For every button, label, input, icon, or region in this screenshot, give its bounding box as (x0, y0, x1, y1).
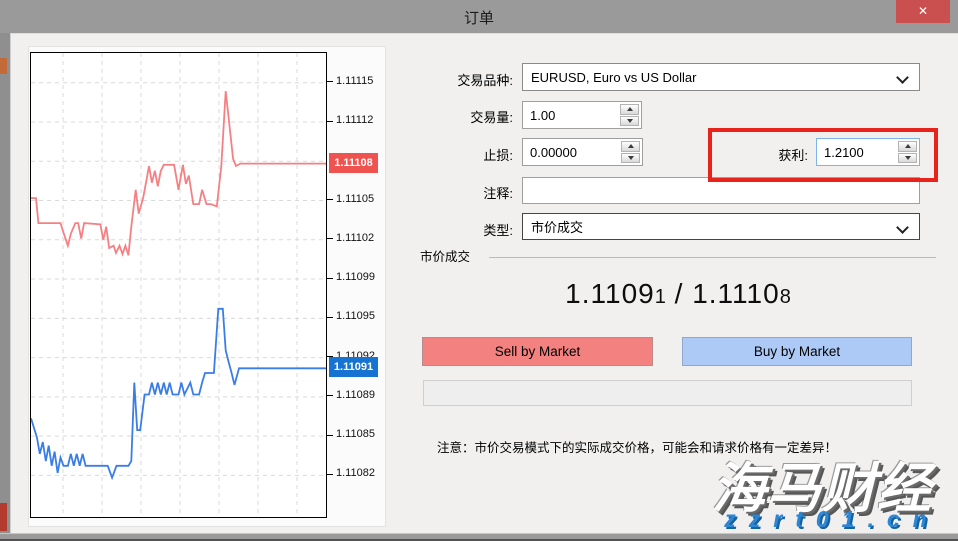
dialog-bottom-edge (0, 533, 958, 541)
comment-label: 注释: (483, 186, 513, 201)
y-axis-tickmark (327, 434, 333, 436)
bid-price-pip: 1 (654, 286, 666, 308)
spin-down-button[interactable] (621, 152, 640, 163)
volume-label: 交易量: (470, 110, 513, 125)
bid-price-main: 1.1109 (565, 278, 655, 309)
background-fragment (0, 503, 7, 531)
watermark-brand: 海马财经 (712, 459, 932, 519)
tick-chart-svg (31, 53, 326, 517)
spin-down-button[interactable] (898, 152, 917, 163)
type-select[interactable]: 市价成交 (522, 213, 920, 240)
spin-up-button[interactable] (621, 141, 640, 152)
bid-line (31, 307, 326, 481)
arrow-down-icon (904, 155, 911, 160)
stoploss-spinner (621, 141, 640, 163)
y-axis-tick-label: 1.11095 (336, 310, 375, 323)
close-button[interactable]: ✕ (896, 0, 950, 23)
y-axis-tickmark (327, 356, 333, 358)
volume-spinner (620, 104, 639, 126)
buy-by-market-button[interactable]: Buy by Market (682, 337, 912, 366)
ask-line (31, 91, 326, 257)
takeprofit-field (816, 138, 920, 166)
comment-input[interactable] (523, 178, 919, 203)
takeprofit-label: 获利: (778, 148, 808, 163)
title-bar: 订单 ✕ (0, 0, 958, 33)
chevron-down-icon (896, 71, 909, 84)
market-exec-note: 注意：市价交易模式下的实际成交价格，可能会和请求价格有一定差异！ (437, 441, 838, 455)
y-axis-tickmark (327, 277, 333, 279)
quote-separator: / (665, 278, 693, 309)
y-axis-tickmark (327, 395, 333, 397)
dialog-title: 订单 (463, 10, 494, 27)
spin-up-button[interactable] (620, 104, 639, 115)
type-value: 市价成交 (531, 220, 584, 235)
symbol-value: EURUSD, Euro vs US Dollar (531, 69, 697, 85)
y-axis-tick-label: 1.11112 (336, 114, 374, 126)
y-axis-tick-label: 1.11105 (336, 192, 375, 205)
tick-chart-plot (30, 52, 327, 518)
arrow-up-icon (626, 107, 633, 112)
arrow-down-icon (626, 118, 633, 123)
arrow-down-icon (627, 155, 634, 160)
ask-price-main: 1.1110 (692, 278, 780, 309)
y-axis-tickmark (327, 199, 333, 201)
y-axis-tick-label: 1.11115 (336, 74, 374, 87)
arrow-up-icon (627, 144, 634, 149)
arrow-up-icon (904, 144, 911, 149)
chevron-down-icon (896, 221, 909, 234)
y-axis-tick-label: 1.11099 (336, 271, 375, 284)
ask-price-tag: 1.11108 (329, 152, 378, 173)
y-axis-tick-label: 1.11089 (336, 388, 375, 401)
y-axis-tick-label: 1.11102 (336, 231, 375, 244)
y-axis-tickmark (327, 316, 333, 318)
y-axis-tickmark (327, 473, 333, 475)
group-divider (489, 257, 936, 258)
spin-down-button[interactable] (620, 115, 639, 126)
stoploss-field (522, 138, 643, 166)
takeprofit-spinner (898, 141, 917, 163)
background-fragment (0, 58, 7, 74)
spin-up-button[interactable] (898, 141, 917, 152)
symbol-select[interactable]: EURUSD, Euro vs US Dollar (522, 63, 920, 91)
symbol-label: 交易品种: (457, 73, 513, 88)
watermark-site-url: zzrt01.cn (724, 506, 940, 532)
price-axis: 1.11115 1.11112 1.11105 1.11102 1.11099 1.110… (327, 52, 386, 518)
ask-price-pip: 8 (779, 286, 791, 308)
comment-field (522, 177, 920, 204)
volume-field (522, 101, 642, 129)
y-axis-tick-label: 1.11082 (336, 467, 375, 480)
y-axis-tickmark (327, 120, 333, 122)
type-label: 类型: (483, 223, 513, 238)
y-axis-tickmark (327, 81, 333, 83)
bid-price-tag: 1.11091 (329, 357, 378, 378)
y-axis-tickmark (327, 238, 333, 240)
market-exec-group-label: 市价成交 (420, 250, 471, 264)
y-axis-tick-label: 1.11085 (336, 428, 375, 441)
order-result-bar (423, 380, 912, 406)
sell-by-market-button[interactable]: Sell by Market (422, 337, 653, 366)
bid-ask-quote: 1.11091 / 1.11108 (420, 278, 936, 318)
stoploss-label: 止损: (483, 148, 513, 163)
